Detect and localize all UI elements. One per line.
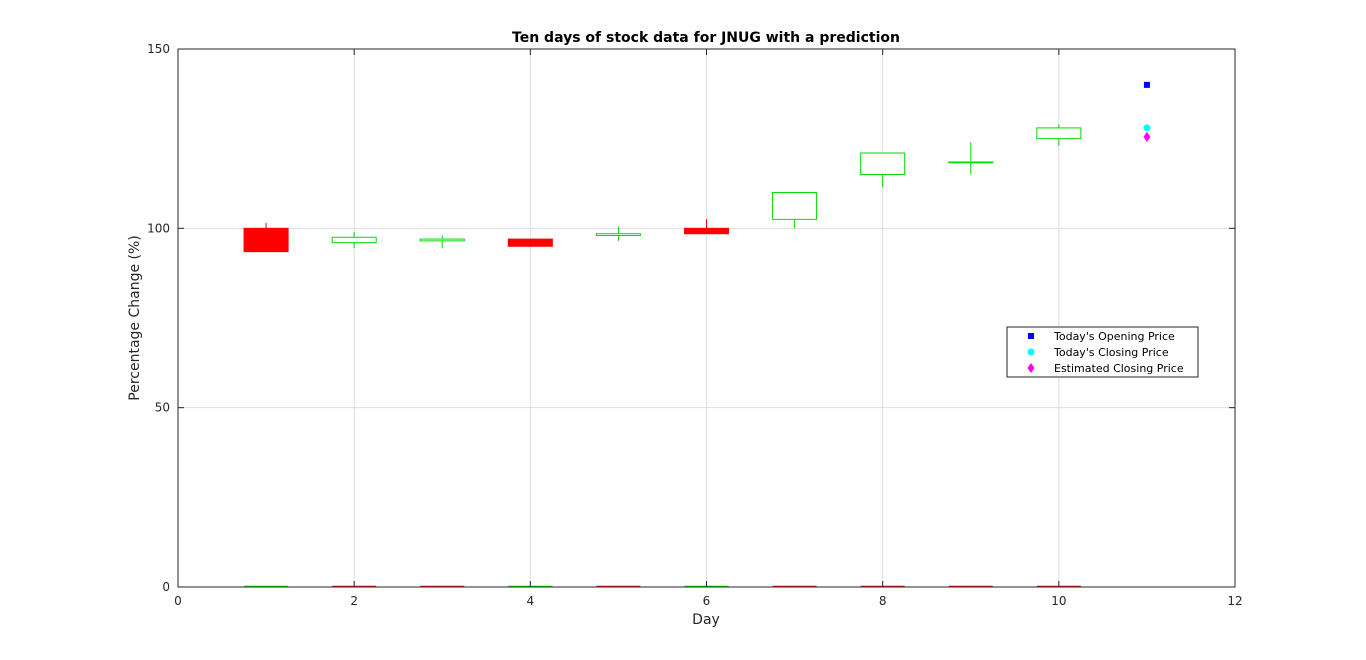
- prediction-points: [1143, 81, 1151, 142]
- x-tick-label: 10: [1051, 594, 1066, 608]
- candle-body: [243, 227, 289, 253]
- x-tick-label: 12: [1227, 594, 1242, 608]
- candles: [243, 124, 1082, 253]
- candle: [507, 238, 553, 247]
- candle-body: [860, 152, 906, 176]
- y-tick-label: 0: [162, 580, 170, 594]
- candle: [1036, 124, 1082, 146]
- y-tick-label: 150: [147, 42, 170, 56]
- x-tick-label: 8: [879, 594, 887, 608]
- candle: [419, 235, 465, 249]
- y-tick-label: 100: [147, 221, 170, 235]
- y-tick-label: 50: [155, 401, 170, 415]
- candle: [331, 231, 377, 249]
- candle-body: [1036, 127, 1082, 140]
- legend-marker: [1027, 348, 1035, 356]
- x-axis-label: Day: [692, 612, 720, 628]
- legend-label: Today's Closing Price: [1053, 346, 1169, 359]
- chart-title: Ten days of stock data for JNUG with a p…: [512, 30, 900, 46]
- x-tick-label: 6: [703, 594, 711, 608]
- legend-marker: [1028, 333, 1034, 339]
- prediction-point: [1143, 81, 1150, 88]
- candle-body: [772, 191, 818, 220]
- legend: Today's Opening Price Today's Closing Pri…: [1006, 326, 1199, 378]
- candle-body: [595, 233, 641, 237]
- x-tick-label: 0: [174, 594, 182, 608]
- candle-body: [507, 238, 553, 247]
- legend-label: Estimated Closing Price: [1054, 362, 1184, 375]
- prediction-point: [1143, 124, 1151, 132]
- axis-ticks: [177, 48, 1236, 588]
- candle-body: [948, 161, 994, 164]
- candle: [595, 226, 641, 241]
- tick-labels: 0 2 4 6 8 10 12 0 50 100 150: [147, 42, 1243, 608]
- candle: [683, 219, 730, 235]
- x-tick-label: 4: [527, 594, 535, 608]
- legend-label: Today's Opening Price: [1053, 330, 1175, 343]
- legend-items: Today's Opening Price Today's Closing Pri…: [1027, 330, 1184, 375]
- candle-body: [683, 227, 730, 235]
- candle-body: [419, 238, 465, 242]
- x-tick-label: 2: [350, 594, 358, 608]
- candle: [772, 191, 818, 229]
- prediction-point: [1143, 131, 1151, 142]
- candle-body: [331, 236, 377, 244]
- candle: [243, 222, 289, 253]
- candle: [948, 142, 994, 175]
- legend-box: [1006, 326, 1199, 378]
- legend-marker: [1027, 363, 1035, 373]
- y-axis-label: Percentage Change (%): [127, 235, 143, 400]
- candle: [860, 152, 906, 188]
